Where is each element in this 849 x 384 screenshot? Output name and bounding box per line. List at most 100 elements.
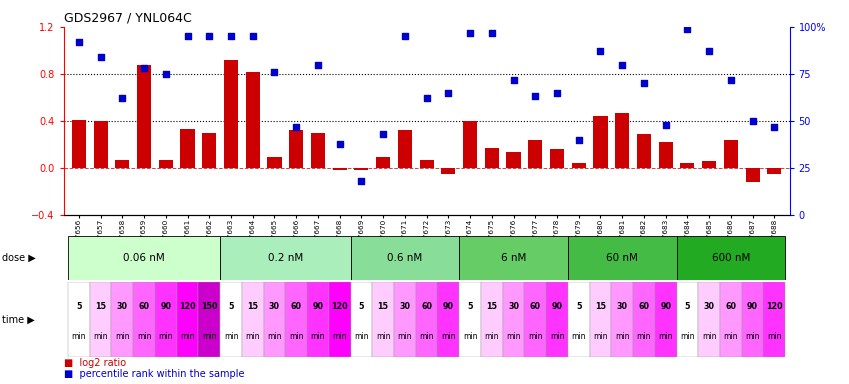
Text: min: min [93,332,108,341]
Bar [373,282,394,357]
Text: min: min [419,332,434,341]
Point [593,48,607,55]
Point [159,71,172,77]
Bar [159,160,173,168]
Bar [525,282,546,357]
Point [290,124,303,130]
Bar [680,163,694,168]
Text: 30: 30 [399,302,410,311]
Bar [481,282,503,357]
Bar [767,168,781,174]
Text: min: min [637,332,651,341]
Text: 30: 30 [117,302,128,311]
Bar [111,282,133,357]
Bar [763,282,785,357]
Text: min: min [485,332,499,341]
Bar [702,161,717,168]
Point [681,26,694,32]
Bar [463,121,477,168]
Text: 90: 90 [312,302,323,311]
Text: min: min [680,332,694,341]
Text: min: min [159,332,173,341]
Text: 120: 120 [331,302,348,311]
Bar [507,152,520,168]
Text: GDS2967 / YNL064C: GDS2967 / YNL064C [64,11,191,24]
Text: 6 nM: 6 nM [501,253,526,263]
Text: min: min [333,332,347,341]
Bar [655,282,677,357]
Point [485,30,498,36]
Bar [68,236,220,280]
Bar [528,140,543,168]
Text: min: min [180,332,194,341]
Bar [290,131,303,168]
Bar [724,140,738,168]
Text: min: min [528,332,543,341]
Text: 60: 60 [725,302,736,311]
Text: min: min [311,332,325,341]
Text: 600 nM: 600 nM [711,253,750,263]
Text: 15: 15 [486,302,498,311]
Bar [485,148,499,168]
Text: min: min [202,332,216,341]
Bar [220,236,351,280]
Text: min: min [767,332,782,341]
Bar [589,282,611,357]
Point [550,90,564,96]
Bar [133,282,155,357]
Point [312,61,325,68]
Text: 30: 30 [704,302,715,311]
Text: 30: 30 [616,302,627,311]
Bar [745,168,760,182]
Point [246,33,260,40]
Point [528,93,542,99]
Text: min: min [245,332,260,341]
Text: 5: 5 [467,302,473,311]
Text: 60: 60 [530,302,541,311]
Bar [677,282,698,357]
Text: min: min [376,332,391,341]
Text: min: min [397,332,412,341]
Bar [633,282,655,357]
Point [94,54,108,60]
Text: 90: 90 [747,302,758,311]
Point [398,33,412,40]
Point [72,39,86,45]
Bar [351,236,459,280]
Bar [354,168,368,170]
Text: dose ▶: dose ▶ [2,253,36,263]
Text: min: min [441,332,456,341]
Bar [441,168,455,174]
Bar [285,282,307,357]
Text: 60: 60 [290,302,301,311]
Bar [177,282,199,357]
Text: min: min [550,332,565,341]
Text: ■  log2 ratio: ■ log2 ratio [64,358,126,368]
Point [355,178,368,184]
Point [507,76,520,83]
Bar [311,133,325,168]
Point [333,141,346,147]
Text: min: min [615,332,629,341]
Text: 15: 15 [595,302,606,311]
Bar [568,236,677,280]
Bar [637,134,651,168]
Point [702,48,716,55]
Bar [376,157,391,168]
Text: min: min [224,332,239,341]
Bar [264,282,285,357]
Bar [437,282,459,357]
Text: min: min [71,332,86,341]
Bar [419,160,434,168]
Text: 0.06 nM: 0.06 nM [123,253,165,263]
Text: 30: 30 [269,302,280,311]
Bar [611,282,633,357]
Bar [546,282,568,357]
Bar [720,282,742,357]
Bar [155,282,177,357]
Bar [677,236,785,280]
Bar [351,282,373,357]
Text: 90: 90 [552,302,563,311]
Text: 90: 90 [443,302,454,311]
Text: 5: 5 [684,302,690,311]
